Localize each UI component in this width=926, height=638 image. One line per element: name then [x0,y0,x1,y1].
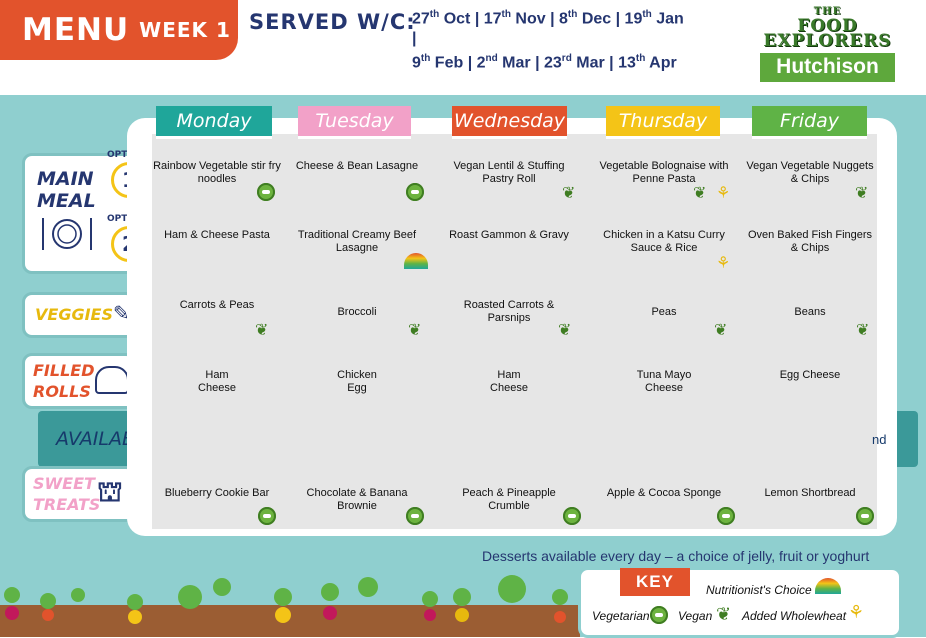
day-tab-friday: Friday [752,106,867,139]
rainbow-icon [404,253,428,269]
veggies-monday: Carrots & Peas [179,299,255,311]
option1-thursday: Vegetable Bolognaise with Penne Pasta [599,160,729,185]
veggies-tuesday: Broccoli [337,306,377,318]
vegetable-garden-illustration [4,575,568,624]
vegetarian-icon [406,183,424,201]
vegan-leaf-icon: ❦ [856,322,870,339]
vegetarian-icon [406,507,424,525]
option1-tuesday: Cheese & Bean Lasagne [295,160,419,172]
garden-soil-decoration [0,605,580,637]
vegetarian-icon [856,507,874,525]
vegan-leaf-icon: ❦ [693,185,707,202]
vegan-leaf-icon: ❦ [716,604,732,624]
day-tab-monday: Monday [156,106,272,139]
key-vegetarian-label: Vegetarian [592,609,650,623]
option-label-2: OPTION [107,214,146,224]
available-band-tail: nd [872,432,887,447]
rolls-wednesday: Ham Cheese [490,369,528,394]
rolls-thursday: Tuna Mayo Cheese [636,369,692,394]
sweet-monday: Blueberry Cookie Bar [164,487,270,499]
wholewheat-icon: ⚘ [848,602,865,622]
vegan-leaf-icon: ❦ [562,185,576,202]
veggies-label: VEGGIES [35,305,113,324]
key-wholewheat-label: Added Wholewheat [742,609,847,623]
vegetarian-icon [650,606,668,624]
menu-week-banner: MENU WEEK 1 [0,0,238,60]
sweet-wednesday: Peach & Pineapple Crumble [462,487,556,512]
hutchison-brand: Hutchison [760,53,895,82]
key-vegan-label: Vegan [678,609,713,623]
vegetarian-icon [258,507,276,525]
bread-roll-icon [95,366,129,394]
wholewheat-icon: ⚘ [716,185,731,202]
logo-title: THE FOOD EXPLORERS [763,6,892,51]
sweet-friday: Lemon Shortbread [764,487,856,499]
day-tab-thursday: Thursday [606,106,720,139]
filled-rolls-label: FILLED ROLLS [33,361,95,401]
veggies-thursday: Peas [651,306,677,318]
rolls-tuesday: Chicken Egg [337,369,377,394]
option-label: OPTION [107,150,146,160]
veggies-friday: Beans [794,306,826,318]
option1-wednesday: Vegan Lentil & Stuffing Pastry Roll [453,160,565,185]
vegan-leaf-icon: ❦ [408,322,422,339]
sweet-treats-label: SWEET TREATS [33,474,101,514]
vegetarian-icon [257,183,275,201]
option2-tuesday: Traditional Creamy Beef Lasagne [297,229,417,254]
option2-thursday: Chicken in a Katsu Curry Sauce & Rice [603,229,725,254]
vegetarian-icon [717,507,735,525]
carrot-icon: ✎ [113,301,130,325]
key-title: KEY [620,568,690,596]
rolls-monday: Ham Cheese [198,369,236,394]
menu-title: MENU [22,12,130,48]
plate-cutlery-icon [42,218,92,250]
rolls-friday: Egg Cheese [779,369,841,381]
option1-friday: Vegan Vegetable Nuggets & Chips [746,160,874,185]
desserts-note: Desserts available every day – a choice … [482,548,870,564]
menu-grid [152,134,877,529]
served-dates: 27th Oct | 17th Nov | 8th Dec | 19th Jan… [412,5,684,74]
sweet-treats-label-box: SWEET TREATS ⛫ [22,466,136,522]
key-nutritionist-label: Nutritionist's Choice [706,583,812,597]
veggies-wednesday: Roasted Carrots & Parsnips [463,299,555,324]
option1-monday: Rainbow Vegetable stir fry noodles [153,160,281,185]
vegan-leaf-icon: ❦ [255,322,269,339]
main-meal-label: MAIN MEAL [37,168,96,212]
rainbow-icon [815,578,841,594]
vegetarian-icon [563,507,581,525]
veggies-label-box: VEGGIES ✎ [22,292,136,338]
day-tab-wednesday: Wednesday [452,106,567,139]
vegan-leaf-icon: ❦ [855,185,869,202]
filled-rolls-label-box: FILLED ROLLS [22,353,136,409]
cupcake-icon: ⛫ [97,475,123,508]
day-tab-tuesday: Tuesday [298,106,411,139]
sweet-thursday: Apple & Cocoa Sponge [606,487,722,499]
food-explorers-logo: THE FOOD EXPLORERS Hutchison [760,2,895,88]
wholewheat-icon: ⚘ [716,255,731,272]
week-label: WEEK 1 [139,18,231,42]
served-label: SERVED W/C: [249,10,416,34]
sweet-tuesday: Chocolate & Banana Brownie [306,487,408,512]
option2-friday: Oven Baked Fish Fingers & Chips [747,229,873,254]
dates-line-2: 9th Feb | 2nd Mar | 23rd Mar | 13th Apr [412,53,677,72]
dates-line-1: 27th Oct | 17th Nov | 8th Dec | 19th Jan… [412,9,684,48]
option2-wednesday: Roast Gammon & Gravy [449,229,569,241]
option2-monday: Ham & Cheese Pasta [164,229,270,241]
vegan-leaf-icon: ❦ [714,322,728,339]
vegan-leaf-icon: ❦ [558,322,572,339]
